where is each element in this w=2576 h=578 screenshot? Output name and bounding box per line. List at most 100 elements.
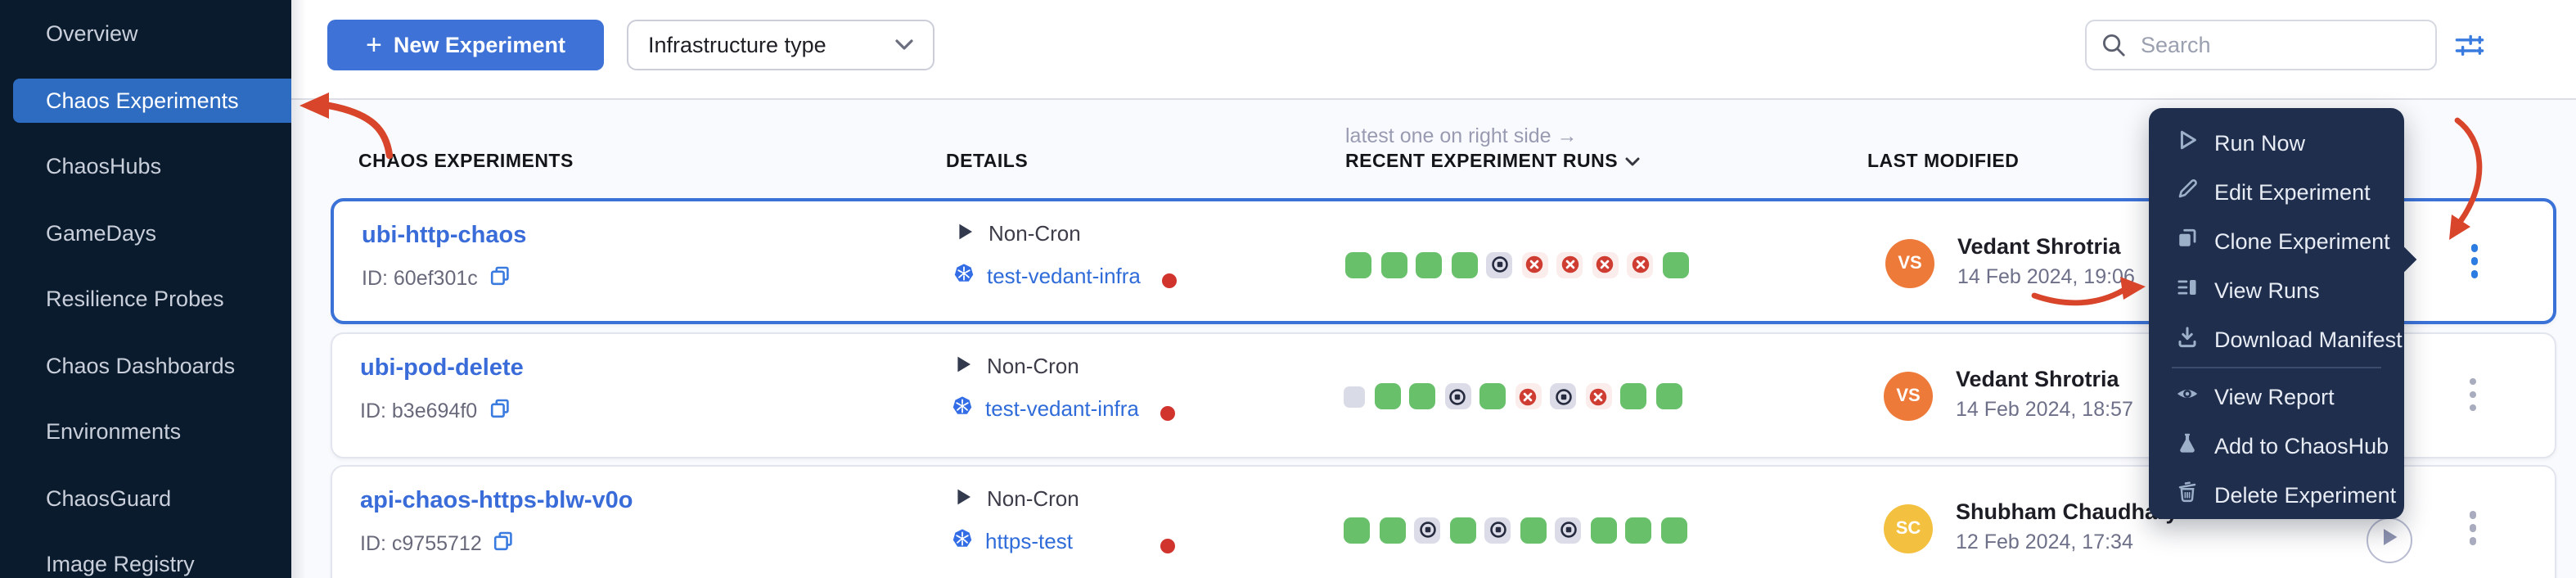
run-status-success[interactable] xyxy=(1380,251,1407,278)
pencil-icon xyxy=(2175,177,2200,206)
copy-icon[interactable] xyxy=(489,265,511,291)
experiment-id: ID: 60ef301c xyxy=(362,265,511,291)
sidebar-item-environments[interactable]: Environments xyxy=(46,419,182,444)
modified-date: 12 Feb 2024, 17:34 xyxy=(1956,531,2133,553)
run-status-success[interactable] xyxy=(1344,517,1370,543)
run-status-success[interactable] xyxy=(1479,383,1506,409)
run-status-failed[interactable] xyxy=(1515,383,1541,409)
run-status-success[interactable] xyxy=(1374,383,1400,409)
run-status-failed[interactable] xyxy=(1592,251,1618,278)
infrastructure-name: test-vedant-infra xyxy=(987,264,1141,288)
modified-by-name: Vedant Shrotria xyxy=(1956,366,2119,391)
run-status-empty[interactable] xyxy=(1344,386,1365,407)
infrastructure-type-select[interactable]: Infrastructure type xyxy=(627,20,934,70)
run-status-stopped[interactable] xyxy=(1555,517,1581,543)
recent-runs-header-label: RECENT EXPERIMENT RUNS xyxy=(1345,152,1619,172)
run-status-success[interactable] xyxy=(1625,517,1651,543)
avatar: VS xyxy=(1884,371,1933,420)
run-status-success[interactable] xyxy=(1655,383,1682,409)
run-status-success[interactable] xyxy=(1620,383,1646,409)
new-experiment-button[interactable]: + New Experiment xyxy=(327,20,604,70)
infra-status-dot xyxy=(1162,273,1177,288)
run-status-success[interactable] xyxy=(1416,251,1442,278)
menu-item-view-runs[interactable]: View Runs xyxy=(2149,265,2404,314)
sidebar-item-image-registry[interactable]: Image Registry xyxy=(46,552,195,576)
play-icon xyxy=(956,486,972,511)
run-status-success[interactable] xyxy=(1345,251,1371,278)
play-icon xyxy=(956,353,972,377)
column-header-recent-experiment-runs[interactable]: RECENT EXPERIMENT RUNS xyxy=(1345,152,1639,172)
kubernetes-icon xyxy=(952,395,972,420)
infrastructure-link[interactable]: test-vedant-infra xyxy=(954,264,1141,288)
run-status-stopped[interactable] xyxy=(1550,383,1576,409)
row-context-menu: Run Now Edit Experiment Clone Experiment Vi… xyxy=(2149,108,2417,519)
menu-item-add-to-chaoshub[interactable]: Add to ChaosHub xyxy=(2149,421,2404,470)
run-status-success[interactable] xyxy=(1379,517,1405,543)
run-status-success[interactable] xyxy=(1590,517,1616,543)
copy-icon[interactable] xyxy=(493,531,515,557)
sidebar-item-resilience-probes[interactable]: Resilience Probes xyxy=(46,287,224,311)
schedule-label: Non-Cron xyxy=(987,486,1079,511)
menu-divider xyxy=(2172,367,2381,368)
avatar: VS xyxy=(1885,239,1934,288)
run-status-success[interactable] xyxy=(1451,251,1477,278)
run-status-stopped[interactable] xyxy=(1484,517,1511,543)
list-icon xyxy=(2175,275,2200,305)
experiment-name-link[interactable]: ubi-http-chaos xyxy=(362,223,527,249)
sidebar-item-chaosguard[interactable]: ChaosGuard xyxy=(46,485,172,510)
plus-icon: + xyxy=(366,29,382,61)
row-menu-kebab[interactable] xyxy=(2453,467,2493,578)
filter-sliders-icon[interactable] xyxy=(2455,31,2484,61)
kubernetes-icon xyxy=(952,529,972,553)
menu-item-delete-experiment[interactable]: Delete Experiment xyxy=(2149,470,2404,519)
menu-item-clone-experiment[interactable]: Clone Experiment xyxy=(2149,216,2404,265)
infrastructure-link[interactable]: https-test xyxy=(952,529,1073,553)
modified-date: 14 Feb 2024, 19:06 xyxy=(1957,265,2135,288)
run-status-failed[interactable] xyxy=(1585,383,1611,409)
row-menu-kebab[interactable] xyxy=(2455,201,2494,321)
run-status-stopped[interactable] xyxy=(1486,251,1512,278)
play-icon xyxy=(2380,526,2398,555)
experiment-id: ID: c9755712 xyxy=(360,531,515,557)
menu-item-view-report[interactable]: View Report xyxy=(2149,372,2404,421)
recent-runs-strip xyxy=(1344,467,1687,578)
run-experiment-button[interactable] xyxy=(2367,517,2412,563)
sidebar-item-chaos-dashboards[interactable]: Chaos Dashboards xyxy=(46,353,236,377)
run-status-failed[interactable] xyxy=(1627,251,1653,278)
modified-by-name: Vedant Shrotria xyxy=(1957,234,2121,259)
search-input[interactable] xyxy=(2137,31,2421,59)
sidebar-item-gamedays[interactable]: GameDays xyxy=(46,220,157,245)
sidebar-shadow xyxy=(291,0,306,578)
copy-icon[interactable] xyxy=(489,397,510,423)
chevron-down-icon xyxy=(1624,157,1639,166)
sidebar-item-overview[interactable]: Overview xyxy=(46,21,138,46)
schedule-type: Non-Cron xyxy=(956,486,1079,511)
run-status-success[interactable] xyxy=(1409,383,1435,409)
run-status-success[interactable] xyxy=(1520,517,1546,543)
menu-item-download-manifest[interactable]: Download Manifest xyxy=(2149,314,2404,364)
new-experiment-label: New Experiment xyxy=(393,33,565,57)
sidebar-item-chaos-experiments[interactable]: Chaos Experiments xyxy=(13,78,291,122)
experiment-row-api-chaos-https-blw-v0o: api-chaos-https-blw-v0o ID: c9755712 Non… xyxy=(331,465,2556,578)
run-status-stopped[interactable] xyxy=(1414,517,1440,543)
menu-item-edit-experiment[interactable]: Edit Experiment xyxy=(2149,167,2404,216)
row-menu-kebab[interactable] xyxy=(2453,333,2493,456)
run-status-stopped[interactable] xyxy=(1444,383,1470,409)
run-status-success[interactable] xyxy=(1660,517,1687,543)
experiment-row-ubi-http-chaos: ubi-http-chaos ID: 60ef301c Non-Cron tes… xyxy=(331,198,2556,324)
run-status-success[interactable] xyxy=(1449,517,1475,543)
experiment-name-link[interactable]: api-chaos-https-blw-v0o xyxy=(360,488,633,514)
copy-icon xyxy=(2175,226,2200,255)
infrastructure-name: https-test xyxy=(985,529,1073,553)
menu-item-run-now[interactable]: Run Now xyxy=(2149,118,2404,167)
experiment-id-label: ID: 60ef301c xyxy=(362,267,478,290)
infra-status-dot xyxy=(1160,405,1175,420)
run-status-failed[interactable] xyxy=(1556,251,1583,278)
infrastructure-name: test-vedant-infra xyxy=(985,395,1139,420)
experiment-name-link[interactable]: ubi-pod-delete xyxy=(360,354,524,381)
run-status-success[interactable] xyxy=(1662,251,1688,278)
run-status-failed[interactable] xyxy=(1521,251,1547,278)
sidebar-item-chaoshubs[interactable]: ChaosHubs xyxy=(46,154,162,178)
infrastructure-link[interactable]: test-vedant-infra xyxy=(952,395,1139,420)
